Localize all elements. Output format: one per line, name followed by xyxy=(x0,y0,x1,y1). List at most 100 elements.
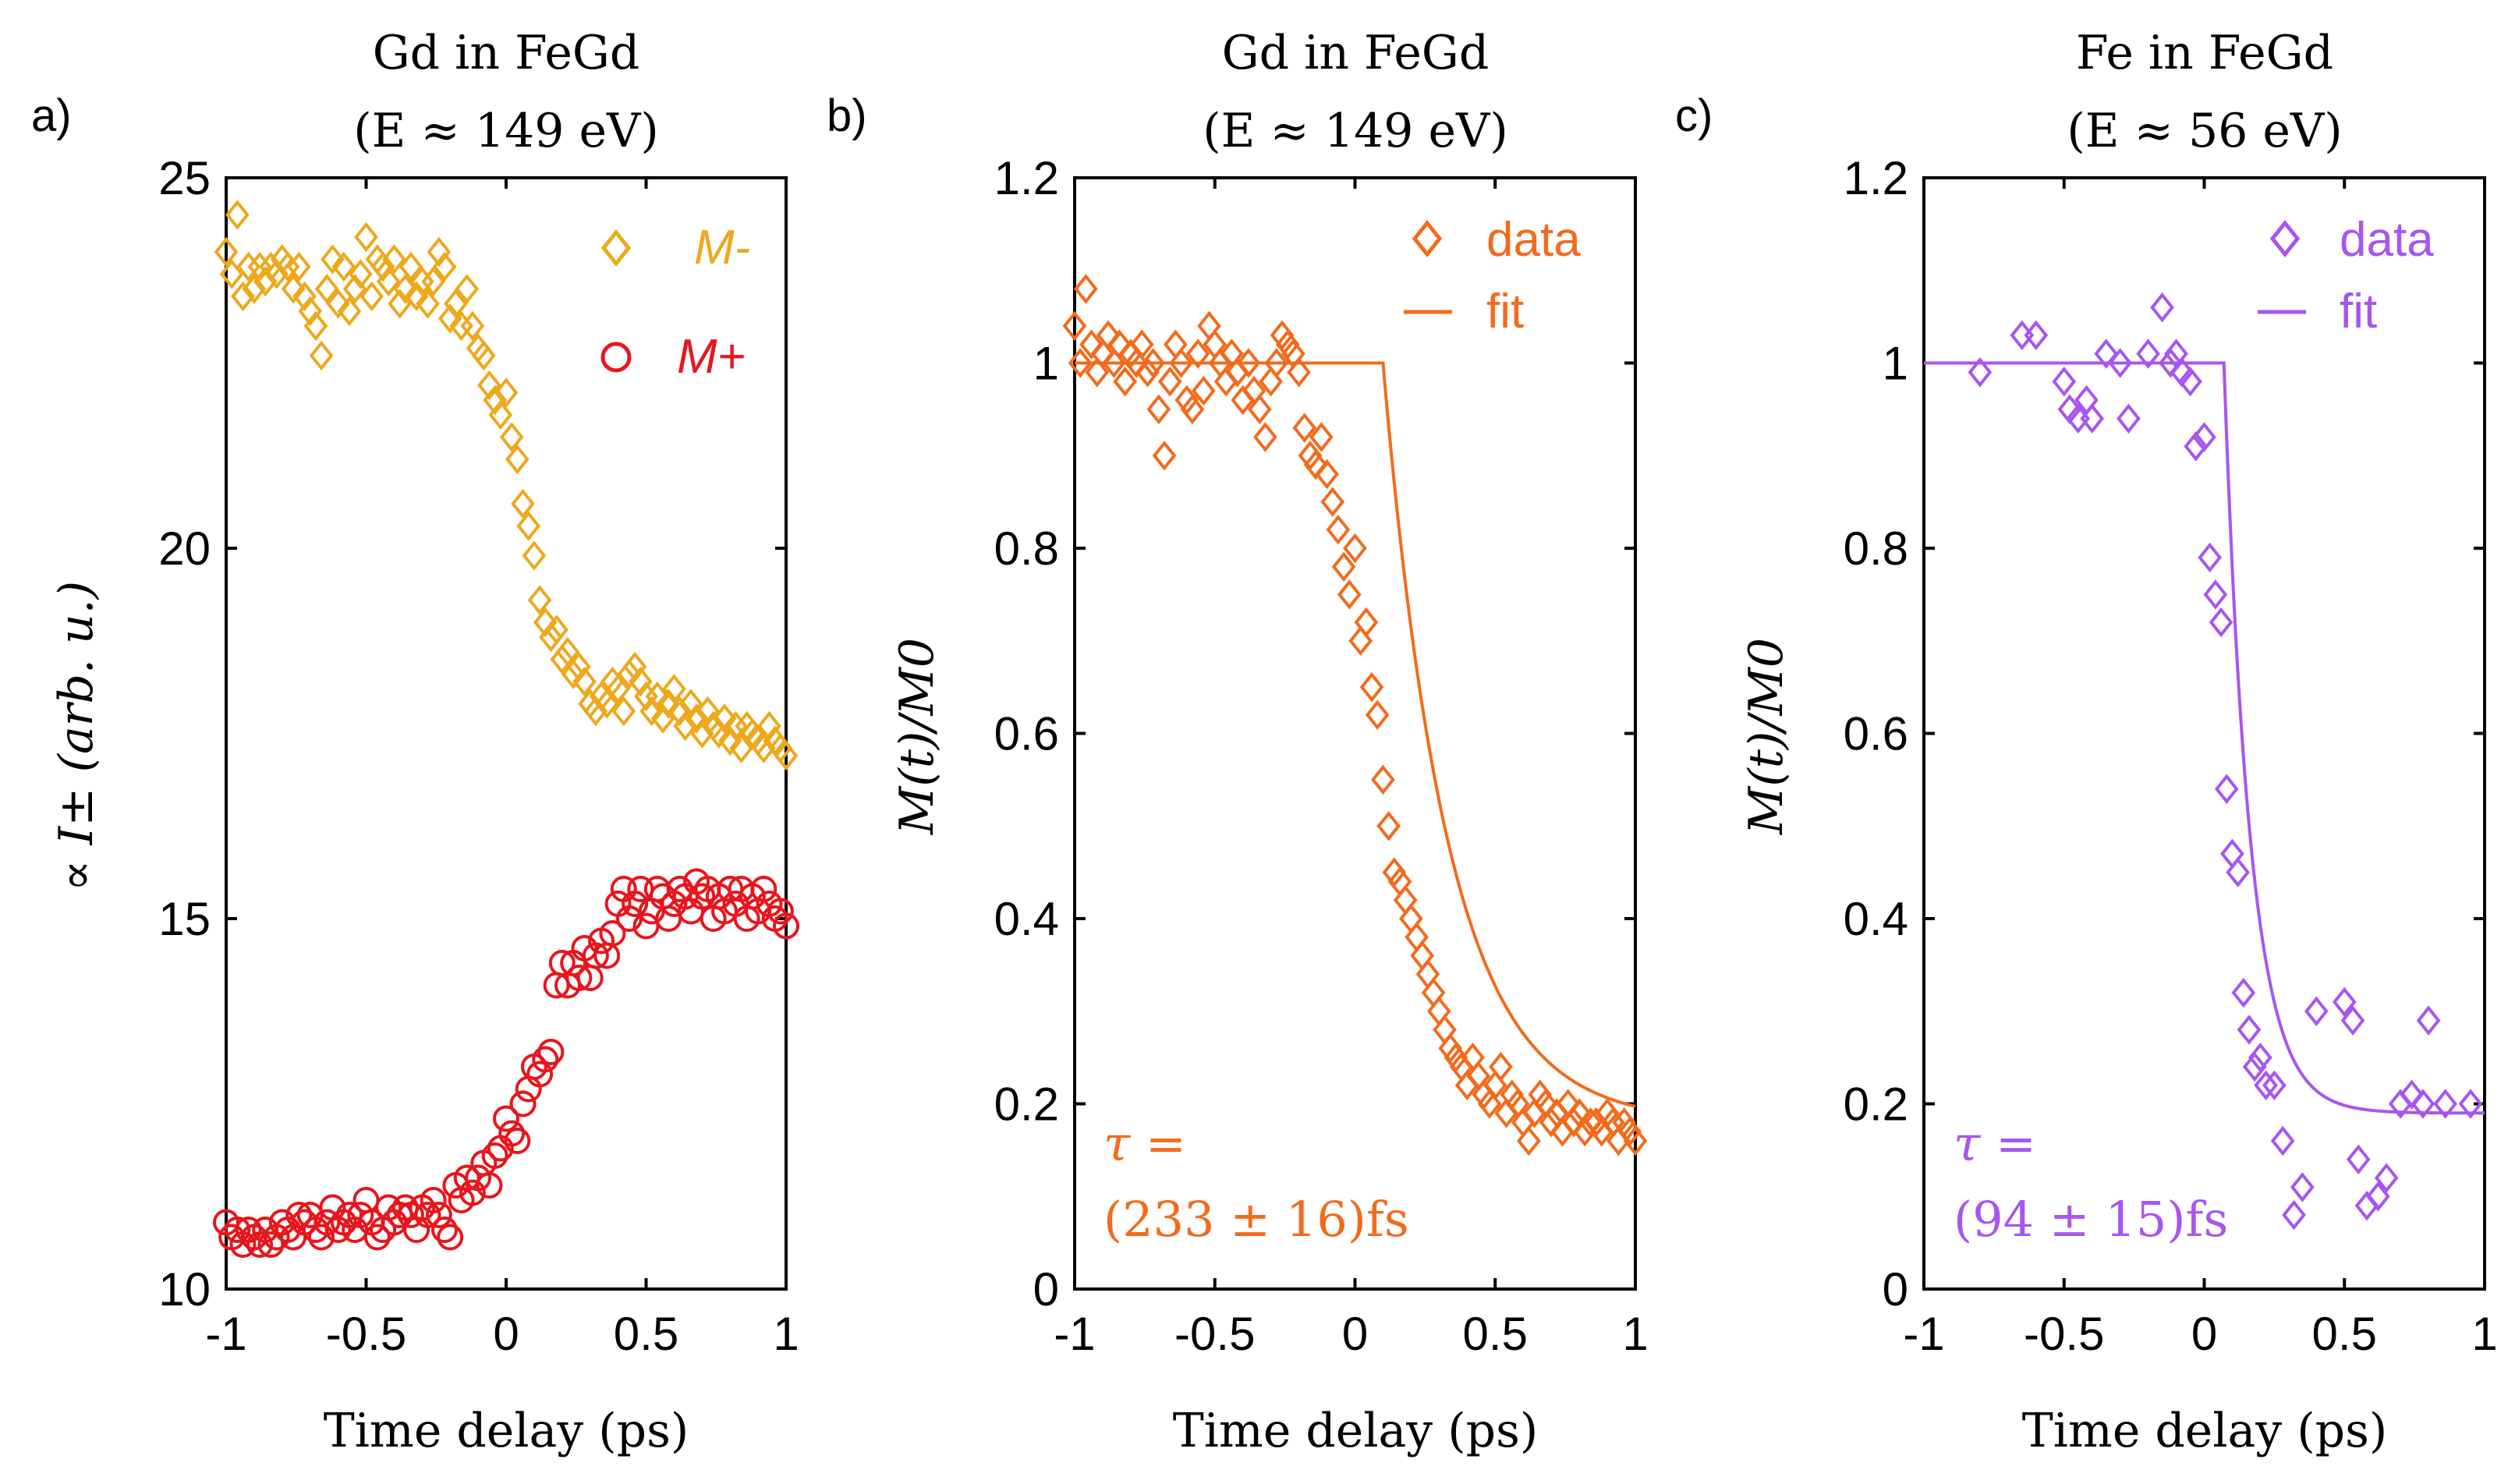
data-point xyxy=(622,891,649,917)
data-point xyxy=(2052,367,2077,397)
data-point xyxy=(1253,422,1277,452)
data-point xyxy=(360,281,384,312)
data-point xyxy=(354,221,378,253)
data-point xyxy=(505,444,530,475)
y-tick-label: 0 xyxy=(1033,1263,1059,1316)
y-tick-label: 0.4 xyxy=(1844,893,1908,945)
data-point xyxy=(308,1224,335,1251)
data-point xyxy=(662,674,686,704)
data-point xyxy=(628,666,653,697)
tau-annotation-line2-c: (94 ± 15)fs xyxy=(1954,1191,2228,1248)
data-point xyxy=(460,310,485,342)
data-point xyxy=(1348,625,1373,656)
data-point xyxy=(1623,1125,1648,1156)
legend-label-data-b: data xyxy=(1486,213,1581,267)
data-point xyxy=(499,422,524,452)
data-point xyxy=(2458,1089,2483,1119)
data-point xyxy=(1169,348,1193,378)
data-point xyxy=(1320,487,1345,517)
data-point xyxy=(1354,607,1379,638)
y-tick-label: 10 xyxy=(158,1263,211,1316)
title-line2-b: (E ≈ 149 eV) xyxy=(1203,104,1507,158)
data-point xyxy=(504,1128,531,1154)
data-point xyxy=(326,289,350,319)
data-point xyxy=(1578,1107,1603,1138)
data-point xyxy=(668,696,692,727)
data-point xyxy=(561,659,586,689)
data-point xyxy=(1113,367,1138,397)
data-point xyxy=(2400,1079,2424,1110)
data-point xyxy=(594,689,619,719)
data-point xyxy=(286,251,311,282)
data-point xyxy=(522,540,547,571)
data-point xyxy=(1326,515,1351,545)
data-point xyxy=(2024,320,2049,351)
data-point xyxy=(2282,1199,2306,1231)
data-point xyxy=(544,614,569,645)
data-point xyxy=(689,718,714,749)
y-tick-label: 15 xyxy=(158,893,211,945)
data-point xyxy=(2178,367,2202,397)
x-tick-label: 0.5 xyxy=(1463,1308,1528,1360)
x-tick-label: 1 xyxy=(1622,1308,1648,1360)
data-point xyxy=(1264,348,1289,378)
data-point xyxy=(414,1202,441,1228)
legend-marker-data-b xyxy=(1412,219,1443,258)
title-line1-b: Gd in FeGd xyxy=(1222,26,1490,80)
data-point xyxy=(427,236,452,267)
x-tick-label: 1 xyxy=(2471,1308,2497,1360)
data-point xyxy=(399,251,423,282)
title-line2-a: (E ≈ 149 eV) xyxy=(353,104,658,158)
data-point xyxy=(645,681,670,712)
y-tick-label: 0.8 xyxy=(1844,522,1908,575)
data-point xyxy=(459,1179,486,1206)
data-point xyxy=(1482,1070,1507,1100)
panel-label-a: a) xyxy=(31,90,72,141)
x-tick-label: -1 xyxy=(1054,1308,1095,1360)
data-point xyxy=(1146,394,1171,425)
data-point xyxy=(483,384,508,416)
data-point xyxy=(2433,1089,2458,1119)
data-point xyxy=(2203,579,2228,610)
y-tick-label: 1 xyxy=(1883,338,1908,390)
title-line1-c: Fe in FeGd xyxy=(2076,26,2333,80)
data-point xyxy=(1337,579,1362,610)
data-point xyxy=(1371,764,1395,795)
data-point xyxy=(471,340,496,371)
data-point xyxy=(2248,1042,2272,1073)
y-tick-label: 20 xyxy=(158,522,211,575)
plot-panel-b: -1 -0.5 0 0.5 1 0 0.2 0.4 0.6 0.8 1 1.2 xyxy=(994,152,1649,1360)
data-point xyxy=(393,274,418,304)
data-point xyxy=(712,703,737,734)
data-point xyxy=(2214,774,2239,804)
data-point xyxy=(1124,348,1149,378)
data-point xyxy=(2198,542,2223,573)
data-point xyxy=(1157,367,1182,397)
data-point xyxy=(1192,375,1216,406)
data-point xyxy=(321,244,345,274)
data-point xyxy=(1517,1125,1541,1156)
data-point xyxy=(1129,329,1154,359)
data-point xyxy=(236,251,261,282)
data-point xyxy=(409,266,434,297)
legend-label-data-c: data xyxy=(2340,213,2434,267)
data-point xyxy=(498,1120,526,1147)
tau-annotation-line1-b: τ = xyxy=(1103,1115,1186,1172)
data-point xyxy=(455,274,480,304)
data-point xyxy=(275,251,300,282)
data-point xyxy=(242,274,267,304)
data-point xyxy=(1079,329,1103,359)
data-point xyxy=(555,636,580,668)
data-point xyxy=(444,289,468,319)
data-point xyxy=(611,696,636,727)
data-point xyxy=(382,244,406,274)
data-point xyxy=(537,1039,565,1065)
data-point xyxy=(303,310,328,342)
data-point xyxy=(774,740,799,771)
data-point xyxy=(363,1224,391,1251)
data-point xyxy=(2094,338,2119,369)
data-point xyxy=(1331,551,1356,582)
data-point xyxy=(2242,1051,2267,1082)
data-point xyxy=(1477,1089,1502,1119)
x-tick-label: 0.5 xyxy=(614,1308,678,1360)
